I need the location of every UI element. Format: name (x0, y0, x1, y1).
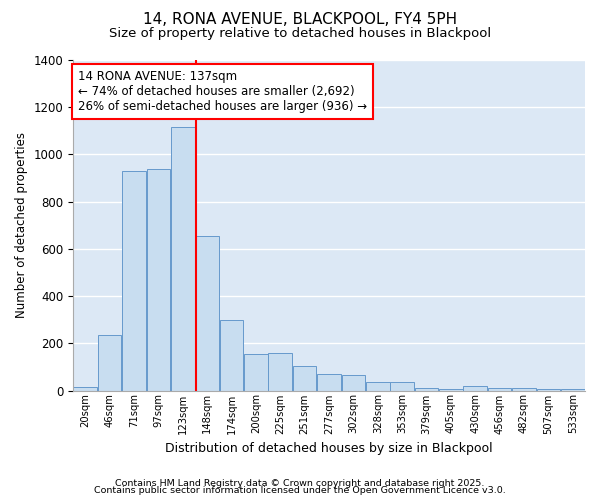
Bar (195, 236, 219, 390)
Bar (488, 388, 511, 390)
X-axis label: Distribution of detached houses by size in Blackpool: Distribution of detached houses by size … (165, 442, 493, 455)
Bar (512, 388, 536, 390)
Y-axis label: Number of detached properties: Number of detached properties (15, 132, 28, 318)
Bar (366, 382, 389, 390)
Text: 14 RONA AVENUE: 137sqm
← 74% of detached houses are smaller (2,692)
26% of semi-: 14 RONA AVENUE: 137sqm ← 74% of detached… (78, 70, 367, 113)
Bar (391, 382, 414, 390)
Bar (268, 352, 292, 391)
Bar (171, 128, 194, 390)
Text: Size of property relative to detached houses in Blackpool: Size of property relative to detached ho… (109, 28, 491, 40)
Bar (220, 320, 244, 390)
Bar (463, 386, 487, 390)
Bar (98, 335, 121, 390)
Bar (341, 375, 365, 390)
Bar (73, 387, 97, 390)
Bar (122, 171, 146, 390)
Text: Contains HM Land Registry data © Crown copyright and database right 2025.: Contains HM Land Registry data © Crown c… (115, 478, 485, 488)
Bar (146, 168, 170, 390)
Text: Contains public sector information licensed under the Open Government Licence v3: Contains public sector information licen… (94, 486, 506, 495)
Bar (317, 374, 341, 390)
Text: 14, RONA AVENUE, BLACKPOOL, FY4 5PH: 14, RONA AVENUE, BLACKPOOL, FY4 5PH (143, 12, 457, 28)
Bar (293, 366, 316, 390)
Bar (244, 354, 268, 391)
Bar (415, 388, 439, 390)
